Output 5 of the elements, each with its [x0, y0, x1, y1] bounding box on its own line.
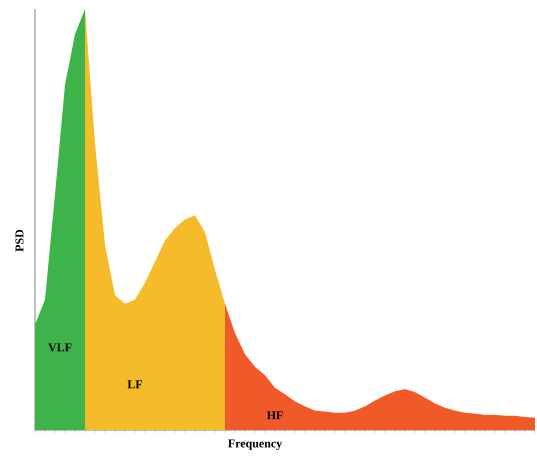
series-label: VLF — [48, 343, 72, 352]
series-label: HF — [266, 411, 283, 420]
y-axis-title: PSD — [15, 230, 24, 252]
series-label: LF — [128, 380, 142, 388]
x-axis-title: Frequency — [228, 440, 282, 450]
